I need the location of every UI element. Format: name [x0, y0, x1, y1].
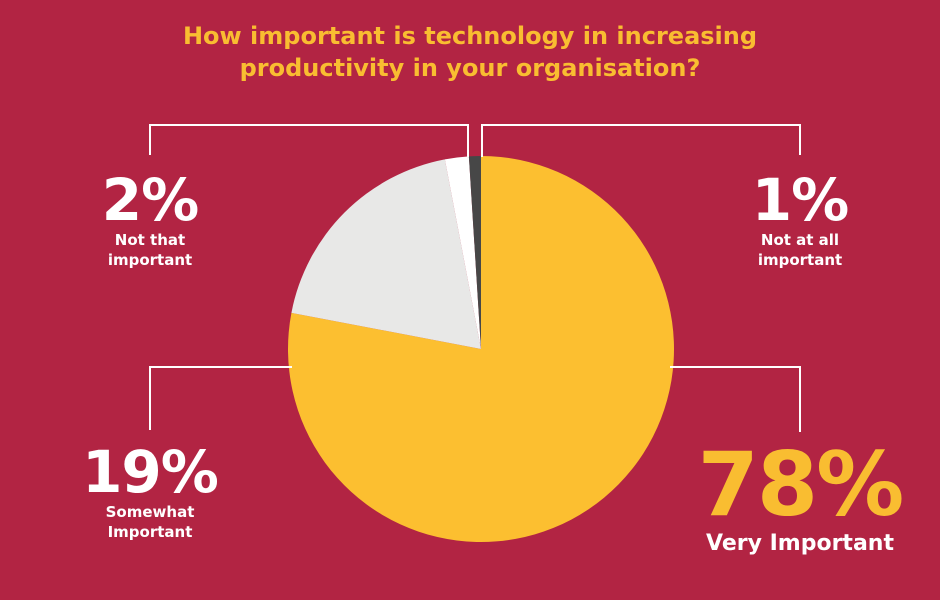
slice-label-somewhat-important-text: Somewhat Important [60, 502, 240, 542]
leader-line-somewhat-important [149, 366, 292, 430]
slice-label-not-that-important-text: Not that important [70, 230, 230, 270]
pie-slices [287, 156, 675, 542]
slice-label-not-that-important-percent: 2% [101, 166, 199, 234]
slice-label-somewhat-important-line-2: Important [107, 523, 193, 541]
slice-label-not-at-all-important-line-2: important [757, 251, 843, 269]
slice-label-somewhat-important-line-1: Somewhat [105, 503, 195, 521]
slice-label-very-important-percent: 78% [697, 433, 905, 536]
chart-title: How important is technology in increasin… [0, 20, 940, 84]
slice-label-very-important-text: Very Important [706, 531, 894, 556]
slice-label-somewhat-important-percent: 19% [82, 438, 219, 506]
pie-slice-somewhat-important [291, 159, 481, 349]
slice-label-not-at-all-important-text: Not at all important [720, 230, 880, 270]
slice-label-not-that-important-line-1: Not that [114, 231, 186, 249]
slice-label-not-that-important-line-2: important [107, 251, 193, 269]
slice-label-not-at-all-important-percent: 1% [751, 166, 849, 234]
leader-line-not-at-all-important [481, 124, 801, 157]
pie-slice-not-that-important [444, 156, 481, 349]
chart-title-line-1: How important is technology in increasin… [182, 22, 758, 50]
pie-slice-not-at-all-important [468, 156, 481, 349]
chart-title-line-2: productivity in your organisation? [239, 54, 701, 82]
leader-line-not-that-important [149, 124, 469, 157]
leader-line-very-important [670, 366, 801, 432]
slice-label-not-at-all-important-line-1: Not at all [760, 231, 840, 249]
leader-lines [149, 124, 801, 432]
